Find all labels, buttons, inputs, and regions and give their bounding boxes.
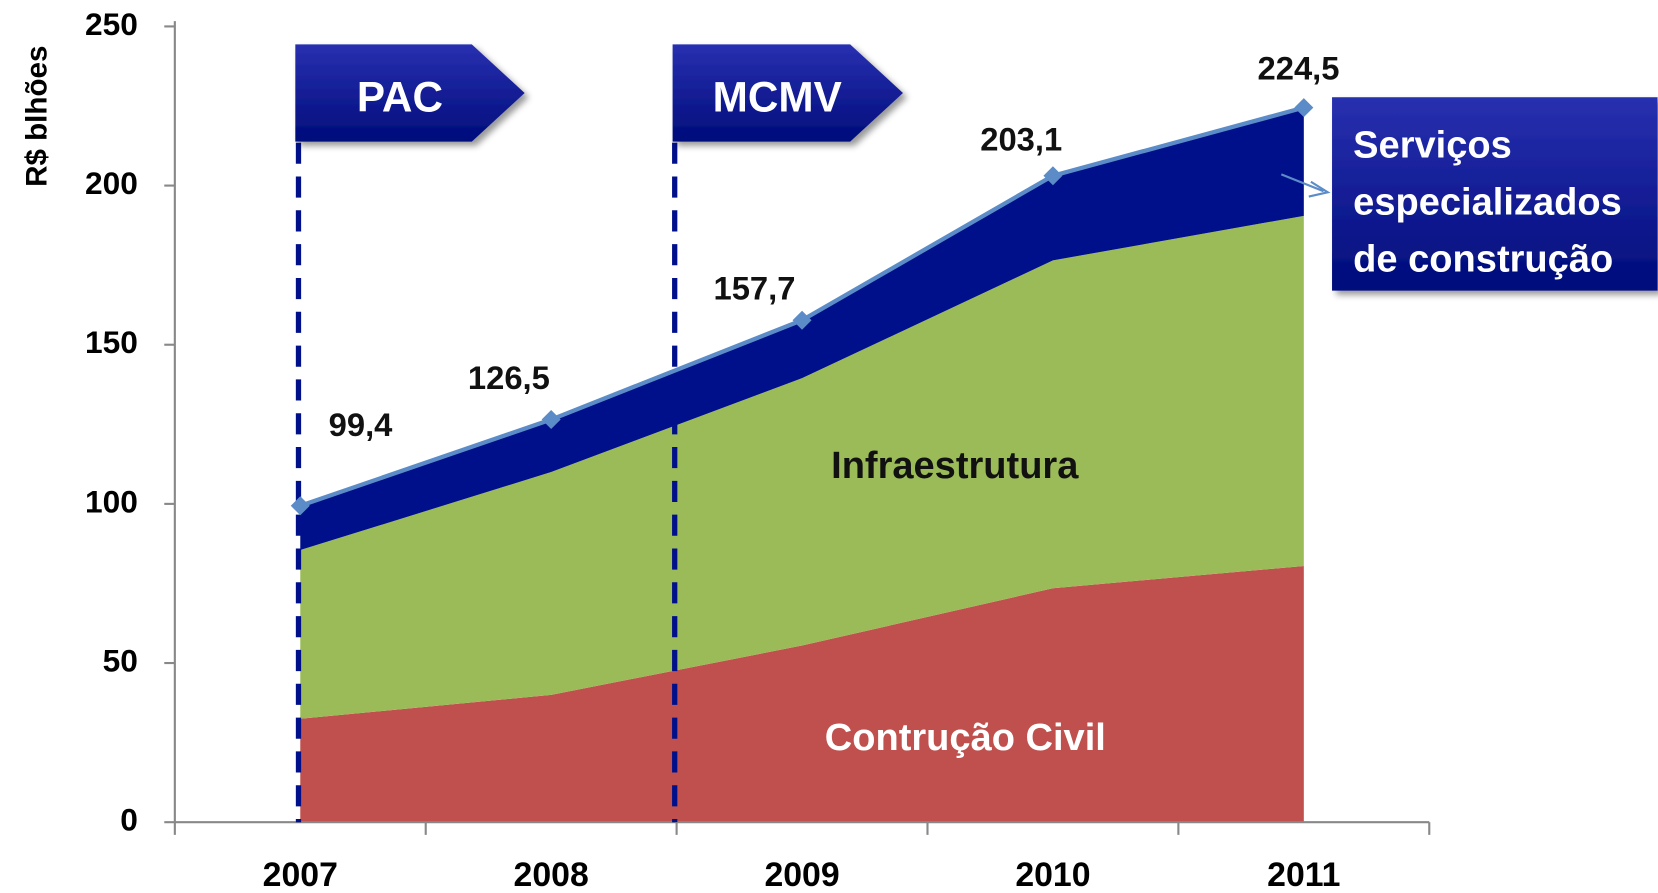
total-marker — [541, 410, 561, 430]
series-label: Serviços especializados de construção — [1353, 122, 1622, 281]
data-label: 126,5 — [468, 359, 550, 396]
y-tick-label: 0 — [120, 802, 138, 838]
annotation: PAC — [357, 74, 443, 121]
callout-box — [1332, 97, 1658, 291]
x-tick-label: 2009 — [764, 856, 839, 893]
annotation: MCMV — [713, 74, 842, 121]
series-label: Infraestrutura — [831, 445, 1079, 487]
data-label: 99,4 — [329, 406, 394, 443]
data-label: 224,5 — [1258, 49, 1340, 86]
pac-arrow — [295, 44, 525, 142]
area — [300, 215, 1304, 719]
data-label: 157,7 — [714, 269, 796, 306]
mcmv-arrow — [672, 44, 903, 142]
y-axis-title: R$ blhões — [20, 46, 53, 187]
series-label: Contrução Civil — [825, 717, 1106, 759]
total-marker — [1294, 98, 1314, 118]
data-label: 203,1 — [980, 121, 1062, 158]
x-tick-label: 2010 — [1015, 856, 1090, 893]
x-tick-label: 2007 — [263, 856, 338, 893]
area — [300, 565, 1304, 823]
callout-arrow — [1308, 180, 1331, 198]
x-tick-label: 2008 — [514, 856, 589, 893]
y-tick-label: 250 — [85, 6, 138, 42]
x-tick-label: 2011 — [1267, 856, 1340, 893]
y-tick-label: 200 — [85, 165, 138, 201]
callout-line — [1280, 173, 1324, 193]
y-tick-label: 150 — [85, 324, 138, 360]
callout: Serviços especializados de construção — [1353, 122, 1622, 281]
y-tick-label: 50 — [103, 642, 138, 678]
y-tick-label: 100 — [85, 483, 138, 519]
total-marker — [792, 310, 812, 330]
